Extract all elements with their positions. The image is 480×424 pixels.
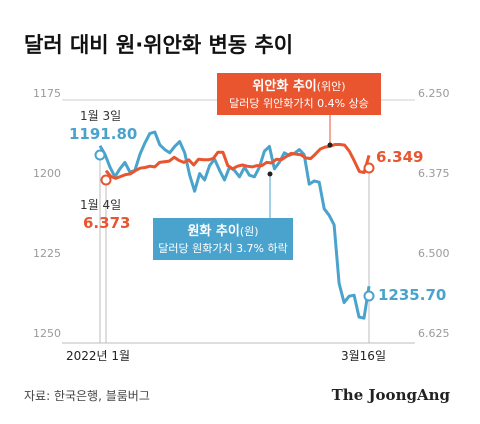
krw-callout-box <box>153 218 293 260</box>
cny-end-value: 6.349 <box>376 148 423 166</box>
cny-start-label: 1월 4일 <box>80 198 121 212</box>
right-tick: 6.500 <box>418 247 450 260</box>
cny-series-line <box>104 143 371 180</box>
right-tick: 6.250 <box>418 87 450 100</box>
source-note: 자료: 한국은행, 블룸버그 <box>24 388 150 403</box>
x-label-start: 2022년 1월 <box>66 349 130 363</box>
cny-callout-unit: (위안) <box>317 80 346 93</box>
left-tick: 1175 <box>33 87 61 100</box>
krw-series-line <box>98 130 371 320</box>
cny-callout-box <box>217 73 381 115</box>
krw-callout-dot <box>267 171 273 177</box>
x-label-end: 3월16일 <box>341 349 386 363</box>
left-tick: 1250 <box>33 327 61 340</box>
krw-start-value: 1191.80 <box>69 125 137 143</box>
left-tick: 1200 <box>33 167 61 180</box>
chart-title: 달러 대비 원·위안화 변동 추이 <box>24 33 293 57</box>
krw-callout-unit: (원) <box>240 225 259 238</box>
krw-start-marker <box>94 149 106 161</box>
cny-callout-title: 위안화 추이 <box>252 78 316 94</box>
krw-end-marker <box>363 290 375 302</box>
left-tick: 1225 <box>33 247 61 260</box>
krw-callout-note: 달러당 원화가치 3.7% 하락 <box>158 241 288 255</box>
krw-callout-title: 원화 추이 <box>187 223 239 239</box>
cny-start-marker <box>100 174 112 186</box>
cny-end-marker <box>363 162 375 174</box>
cny-callout-note: 달러당 위안화가치 0.4% 상승 <box>229 97 369 110</box>
cny-callout-heading: 위안화 추이(위안) <box>252 78 345 94</box>
right-tick: 6.375 <box>418 167 450 180</box>
krw-callout-heading: 원화 추이(원) <box>187 223 258 239</box>
cny-start-value: 6.373 <box>83 214 130 232</box>
krw-start-label: 1월 3일 <box>80 109 121 123</box>
right-tick: 6.625 <box>418 327 450 340</box>
krw-end-value: 1235.70 <box>378 286 446 304</box>
cny-callout-dot <box>327 142 333 148</box>
brand-logo: The JoongAng <box>332 386 451 404</box>
